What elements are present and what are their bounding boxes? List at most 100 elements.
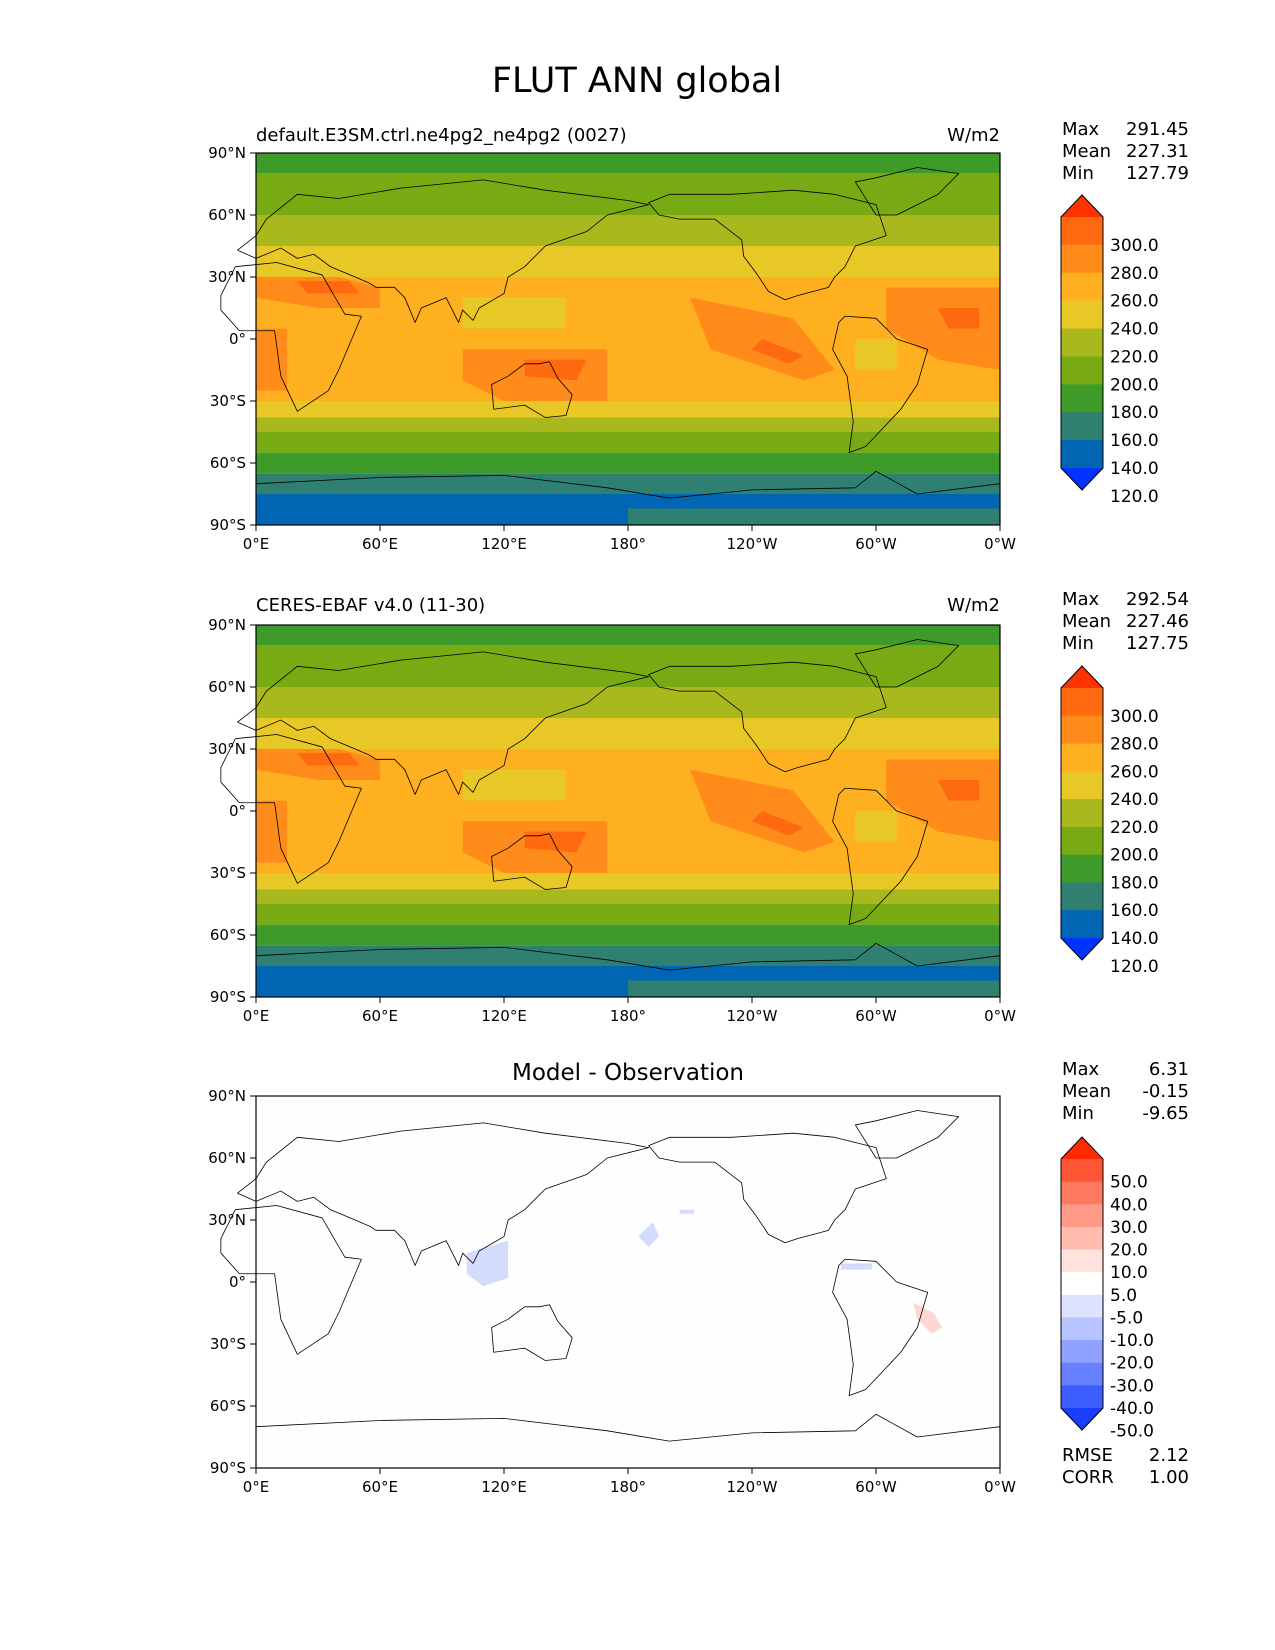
lon-tick-label: 180° xyxy=(610,1478,646,1496)
coastline xyxy=(832,1258,929,1397)
stat-label: Min xyxy=(1062,1103,1094,1124)
colorbar-swatch xyxy=(1061,272,1103,302)
stat-value: -0.15 xyxy=(1142,1081,1189,1102)
colorbar-extension xyxy=(1061,1137,1103,1159)
colorbar-label: -40.0 xyxy=(1110,1399,1154,1419)
coastline xyxy=(220,262,362,412)
map-band xyxy=(256,401,1000,418)
map-band xyxy=(256,889,1000,904)
coastline xyxy=(236,1122,650,1266)
coastline xyxy=(491,833,573,890)
map-band xyxy=(256,718,1000,749)
lon-tick-label: 180° xyxy=(610,1007,646,1025)
lat-tick-label: 30°S xyxy=(210,864,246,882)
hot-patch xyxy=(524,831,587,853)
lon-tick-label: 60°E xyxy=(362,1478,398,1496)
hot-patch xyxy=(752,339,804,364)
colorbar-extension xyxy=(1061,195,1103,217)
map-band xyxy=(256,873,1000,890)
colorbar-extension xyxy=(1061,666,1103,688)
stat-label: Min xyxy=(1062,163,1094,184)
colorbar-swatch xyxy=(1061,771,1103,800)
antarctic-fill xyxy=(256,980,628,997)
map-band xyxy=(256,904,1000,925)
map-band xyxy=(256,417,1000,432)
hot-patch xyxy=(938,308,980,329)
lat-tick-label: 90°S xyxy=(210,516,246,534)
footer-stat-value: 2.12 xyxy=(1149,1445,1189,1466)
obs-panel: CERES-EBAF v4.0 (11-30) W/m2 Max 292.54 … xyxy=(208,589,1189,1025)
colorbar-label: 260.0 xyxy=(1110,762,1159,782)
stat-value: 127.79 xyxy=(1126,163,1189,184)
colorbar-label: 5.0 xyxy=(1110,1286,1137,1306)
map-band xyxy=(256,924,1000,946)
lon-tick-label: 120°W xyxy=(727,1478,778,1496)
coastline xyxy=(236,651,650,795)
hot-patch xyxy=(297,281,360,294)
coastline xyxy=(854,639,960,688)
colorbar-swatch xyxy=(1061,1204,1103,1228)
stat-label: Mean xyxy=(1062,1081,1111,1102)
map-background xyxy=(256,1096,1000,1468)
lat-tick-label: 90°N xyxy=(208,616,246,634)
colorbar-swatch xyxy=(1061,412,1103,441)
positive-anomaly xyxy=(913,1302,943,1334)
coastline xyxy=(648,189,887,301)
colorbar-swatch xyxy=(1061,882,1103,911)
colorbar-swatch xyxy=(1061,1317,1103,1341)
panel-stats: Max 291.45 Mean 227.31 Min 127.79 xyxy=(1062,119,1189,184)
lon-tick-label: 60°E xyxy=(362,535,398,553)
negative-anomaly xyxy=(679,1209,695,1214)
stat-label: Max xyxy=(1062,119,1100,140)
map-band xyxy=(256,452,1000,474)
warm-patch xyxy=(256,800,287,863)
stat-label: Mean xyxy=(1062,141,1111,162)
colorbar-swatch xyxy=(1061,217,1103,246)
colorbar-extension xyxy=(1061,468,1103,490)
warm-patch xyxy=(690,769,835,853)
lat-tick-label: 60°S xyxy=(210,1397,246,1415)
lon-tick-label: 120°E xyxy=(481,1478,527,1496)
footer-stat-label: CORR xyxy=(1062,1467,1114,1488)
model-map: 90°N 60°N 30°N 0° 30°S 60°S 90°S0°E 60°E 120°E 18… xyxy=(208,144,1016,553)
footer-stat-label: RMSE xyxy=(1062,1445,1113,1466)
colorbar-swatch xyxy=(1061,1385,1103,1409)
lon-tick-label: 120°E xyxy=(481,535,527,553)
hot-patch xyxy=(938,780,980,801)
lat-tick-label: 0° xyxy=(229,330,246,348)
lon-tick-label: 0°W xyxy=(984,535,1016,553)
stat-label: Max xyxy=(1062,589,1100,610)
colorbar-swatch xyxy=(1061,300,1103,330)
stat-value: 227.46 xyxy=(1126,611,1189,632)
colorbar-label: 180.0 xyxy=(1110,873,1159,893)
colorbar-label: 300.0 xyxy=(1110,707,1159,727)
lon-tick-label: 0°W xyxy=(984,1007,1016,1025)
colorbar-swatch xyxy=(1061,826,1103,856)
map-band xyxy=(256,687,1000,718)
diff-panel: Model - Observation Max 6.31 Mean -0.15 … xyxy=(208,1059,1189,1496)
colorbar-label: -20.0 xyxy=(1110,1354,1154,1374)
colorbar-label: 220.0 xyxy=(1110,818,1159,838)
negative-anomaly xyxy=(840,1263,872,1270)
colorbar-swatch xyxy=(1061,910,1103,939)
colorbar-label: -50.0 xyxy=(1110,1422,1154,1442)
panel-units: W/m2 xyxy=(947,595,1000,616)
colorbar-label: -5.0 xyxy=(1110,1308,1143,1328)
coastline xyxy=(832,315,929,454)
lat-tick-label: 60°S xyxy=(210,454,246,472)
coastline xyxy=(648,1132,887,1244)
colorbar-label: 160.0 xyxy=(1110,901,1159,921)
colorbar-label: 240.0 xyxy=(1110,790,1159,810)
figure-title: FLUT ANN global xyxy=(492,61,782,101)
lon-tick-label: 0°E xyxy=(243,1478,270,1496)
lat-tick-label: 30°S xyxy=(210,392,246,410)
lat-tick-label: 30°N xyxy=(208,740,246,758)
colorbar-swatch xyxy=(1061,328,1103,357)
colorbar-swatch xyxy=(1061,715,1103,745)
hot-patch xyxy=(752,811,804,836)
lat-tick-label: 30°S xyxy=(210,1335,246,1353)
lat-tick-label: 0° xyxy=(229,802,246,820)
colorbar-label: 200.0 xyxy=(1110,846,1159,866)
stat-label: Max xyxy=(1062,1059,1100,1080)
